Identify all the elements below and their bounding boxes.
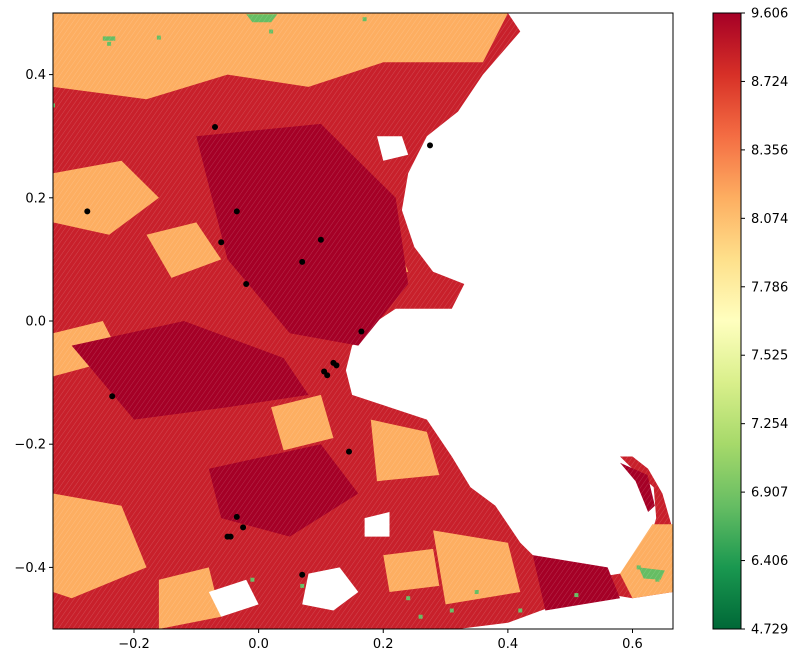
data-point-14 (233, 513, 240, 520)
y-axis: 0.4 0.2 0.0 −0.2 −0.4 (14, 68, 53, 576)
data-point-13 (346, 448, 352, 455)
colorbar-tick-label-3: 8.074 (751, 212, 788, 227)
x-axis: −0.2 0.0 0.2 0.4 0.6 (118, 629, 643, 652)
data-point-11 (324, 372, 331, 379)
colorbar-tick-label-0: 9.606 (751, 7, 788, 22)
data-point-0 (212, 124, 218, 130)
colorbar-tick-label-4: 7.786 (751, 280, 788, 295)
data-point-18 (299, 571, 306, 578)
colorbar-gradient (712, 12, 742, 630)
data-point-17 (224, 533, 231, 540)
data-point-19 (427, 142, 433, 149)
colorbar-tick-label-7: 6.907 (751, 486, 788, 501)
data-point-2 (233, 208, 240, 215)
data-point-7 (358, 328, 365, 335)
data-point-15 (240, 524, 247, 531)
y-tick-label-2: 0.0 (25, 315, 46, 330)
colorbar-tick-label-9: 4.729 (751, 623, 788, 638)
y-tick-label-4: −0.4 (14, 561, 46, 576)
y-tick-label-0: 0.4 (25, 68, 46, 83)
plot-area (53, 13, 673, 629)
point-layer (84, 124, 433, 578)
x-tick-label-0: −0.2 (118, 637, 150, 652)
x-tick-label-4: 0.6 (622, 637, 643, 652)
data-point-12 (109, 393, 116, 400)
y-tick-label-1: 0.2 (25, 191, 46, 206)
data-point-4 (317, 236, 324, 243)
colorbar-tick-label-6: 7.254 (751, 417, 788, 432)
texture-overlay (53, 13, 673, 629)
data-point-3 (218, 239, 225, 246)
data-point-6 (243, 281, 250, 287)
colorbar-tick-label-8: 6.406 (751, 554, 788, 569)
colorbar-ticks: 9.606 8.724 8.356 8.074 7.786 7.525 7.254 6.907… (741, 7, 788, 638)
y-tick-label-3: −0.2 (14, 438, 46, 453)
colorbar-tick-label-2: 8.356 (751, 143, 788, 158)
colorbar-tick-label-5: 7.525 (751, 349, 788, 364)
x-tick-label-1: 0.0 (248, 637, 269, 652)
x-tick-label-2: 0.2 (373, 637, 394, 652)
data-point-1 (84, 208, 91, 215)
data-point-9 (333, 362, 340, 369)
colorbar: 9.606 8.724 8.356 8.074 7.786 7.525 7.254 6.907… (712, 7, 788, 638)
colorbar-tick-label-1: 8.724 (751, 75, 788, 90)
data-point-5 (299, 258, 306, 265)
x-tick-label-3: 0.4 (498, 637, 519, 652)
